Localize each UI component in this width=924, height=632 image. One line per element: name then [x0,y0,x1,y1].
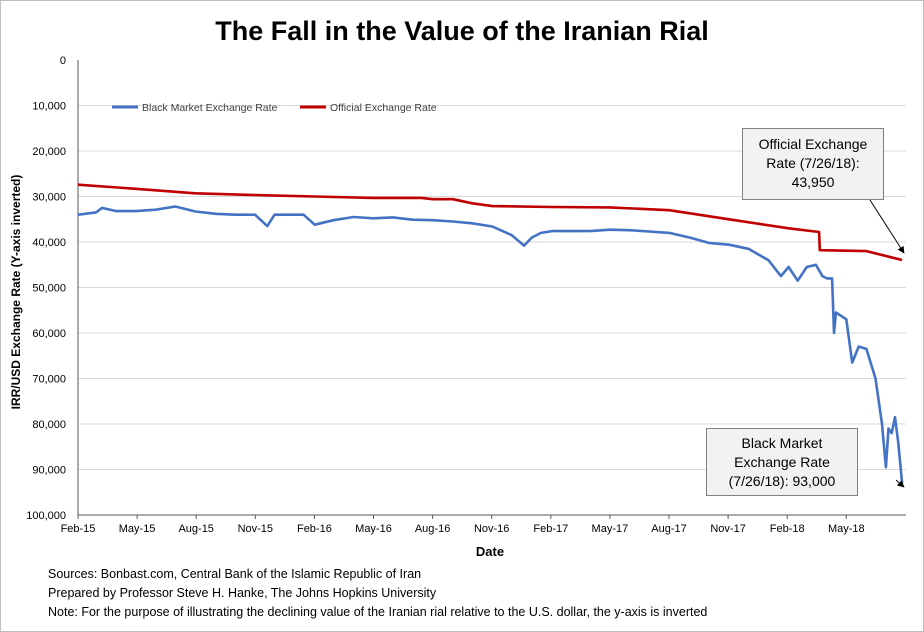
official-exchange-rateline [77,183,903,262]
source-note: Prepared by Professor Steve H. Hanke, Th… [48,586,437,600]
x-tick-label: May-17 [592,523,629,535]
annotation-arrows [869,199,905,488]
x-tick-label: May-18 [828,523,865,535]
source-notes: Sources: Bonbast.com, Central Bank of th… [48,565,707,622]
official-callout-arrow [869,199,905,254]
legend-label: Official Exchange Rate [330,102,437,114]
y-tick-label: 90,000 [32,465,66,477]
callout-line: Official Exchange [758,136,868,152]
source-note: Note: For the purpose of illustrating th… [48,605,708,619]
black-market-rate-callout: Black Market Exchange Rate (7/26/18): 93… [706,428,858,496]
y-tick-label: 50,000 [32,283,66,295]
x-tick-label: Nov-15 [238,523,273,535]
callout-line: Black Market [741,435,823,451]
black-market-callout-arrow [895,479,905,488]
source-note: Sources: Bonbast.com, Central Bank of th… [48,567,422,581]
y-axis-ticks: 0 10,000 20,000 30,000 40,000 50,000 60,000 70,… [26,55,66,522]
callout-line: 43,950 [791,174,835,190]
legend-label: Black Market Exchange Rate [142,102,278,114]
y-tick-label: 10,000 [32,101,66,113]
chart-title: The Fall in the Value of the Iranian Ria… [215,16,709,46]
callout-line: (7/26/18): 93,000 [728,473,836,489]
official-rate-callout: Official Exchange Rate (7/26/18): 43,950 [742,128,884,200]
x-tick-label: Aug-16 [415,523,450,535]
x-tick-label: Aug-17 [651,523,686,535]
x-tick-label: May-16 [355,523,392,535]
x-axis-ticks: Feb-15 May-15 Aug-15 Nov-15 Feb-16 May-16 Aug-… [61,515,865,535]
x-tick-label: Aug-15 [178,523,213,535]
y-tick-label: 100,000 [26,510,66,522]
x-tick-label: Feb-17 [533,523,568,535]
x-tick-label: Feb-18 [770,523,805,535]
x-tick-label: Feb-16 [297,523,332,535]
legend: Black Market Exchange Rate Official Excha… [112,102,437,114]
callout-line: Exchange Rate [734,454,830,470]
x-tick-label: Feb-15 [61,523,96,535]
y-tick-label: 80,000 [32,419,66,431]
x-axis-label: Date [475,544,505,559]
y-tick-label: 20,000 [32,146,66,158]
black-market-exchange-rateline [77,205,904,484]
y-tick-label: 0 [60,55,66,67]
y-tick-label: 40,000 [32,237,66,249]
y-tick-label: 60,000 [32,328,66,340]
y-axis-label: IRR/USD Exchange Rate (Y-axis inverted) [9,174,23,410]
y-tick-label: 30,000 [32,192,66,204]
x-tick-label: Nov-16 [474,523,509,535]
x-tick-label: Nov-17 [710,523,745,535]
series-lines [77,183,904,484]
y-tick-label: 70,000 [32,374,66,386]
x-tick-label: May-15 [119,523,156,535]
callout-line: Rate (7/26/18): [766,155,860,171]
